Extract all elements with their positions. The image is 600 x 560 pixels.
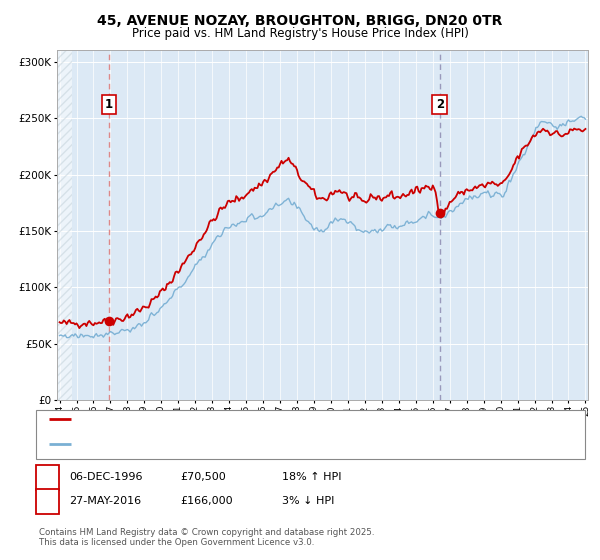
Text: 1: 1: [105, 98, 113, 111]
Text: 2: 2: [43, 494, 52, 508]
Text: £70,500: £70,500: [180, 472, 226, 482]
Text: £166,000: £166,000: [180, 496, 233, 506]
Bar: [57, 50, 72, 400]
Text: 3% ↓ HPI: 3% ↓ HPI: [282, 496, 334, 506]
Text: 06-DEC-1996: 06-DEC-1996: [69, 472, 143, 482]
Text: Price paid vs. HM Land Registry's House Price Index (HPI): Price paid vs. HM Land Registry's House …: [131, 27, 469, 40]
Text: 2: 2: [436, 98, 444, 111]
Text: HPI: Average price, detached house, North Lincolnshire: HPI: Average price, detached house, Nort…: [74, 439, 349, 449]
Text: 18% ↑ HPI: 18% ↑ HPI: [282, 472, 341, 482]
Text: 1: 1: [43, 470, 52, 484]
Text: 27-MAY-2016: 27-MAY-2016: [69, 496, 141, 506]
Text: 45, AVENUE NOZAY, BROUGHTON, BRIGG, DN20 0TR: 45, AVENUE NOZAY, BROUGHTON, BRIGG, DN20…: [97, 14, 503, 28]
Text: Contains HM Land Registry data © Crown copyright and database right 2025.
This d: Contains HM Land Registry data © Crown c…: [39, 528, 374, 547]
Text: 45, AVENUE NOZAY, BROUGHTON, BRIGG, DN20 0TR (detached house): 45, AVENUE NOZAY, BROUGHTON, BRIGG, DN20…: [74, 414, 428, 424]
